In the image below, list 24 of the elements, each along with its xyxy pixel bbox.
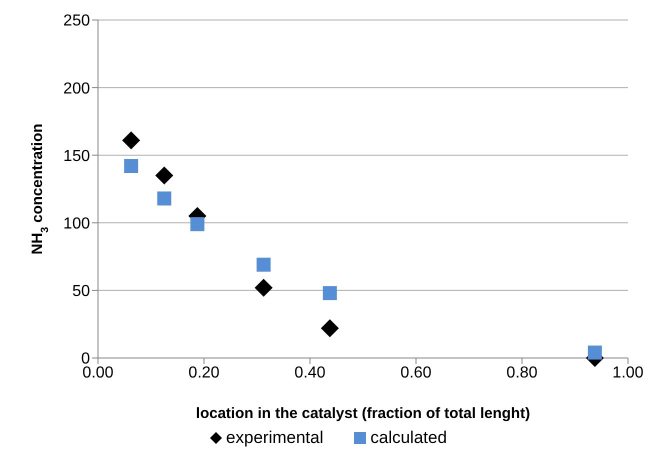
point	[256, 258, 271, 272]
point	[124, 159, 138, 174]
point	[190, 217, 204, 232]
x-tick-label: 0.40	[294, 364, 326, 382]
legend-label: experimental	[225, 428, 324, 448]
point	[254, 278, 273, 297]
x-tick-label: 0.00	[82, 364, 114, 382]
y-tick-label: 150	[63, 148, 90, 165]
y-tick-label: 250	[63, 12, 90, 30]
point	[322, 286, 337, 300]
y-tick-label: 200	[63, 80, 90, 98]
point	[157, 191, 172, 206]
y-tick-label: 50	[72, 283, 90, 300]
point	[155, 166, 174, 184]
x-tick-label: 0.80	[506, 364, 538, 382]
x-tick-label: 0.20	[188, 364, 220, 382]
point	[320, 319, 339, 338]
point	[122, 131, 140, 150]
point	[588, 346, 602, 360]
legend-label: calculated	[369, 428, 447, 448]
y-tick-label: 100	[63, 215, 90, 232]
x-tick-label: 0.60	[400, 364, 432, 382]
x-tick-label: 1.00	[612, 364, 644, 382]
x-axis-title: location in the catalyst (fraction of total lenght)	[196, 405, 530, 422]
